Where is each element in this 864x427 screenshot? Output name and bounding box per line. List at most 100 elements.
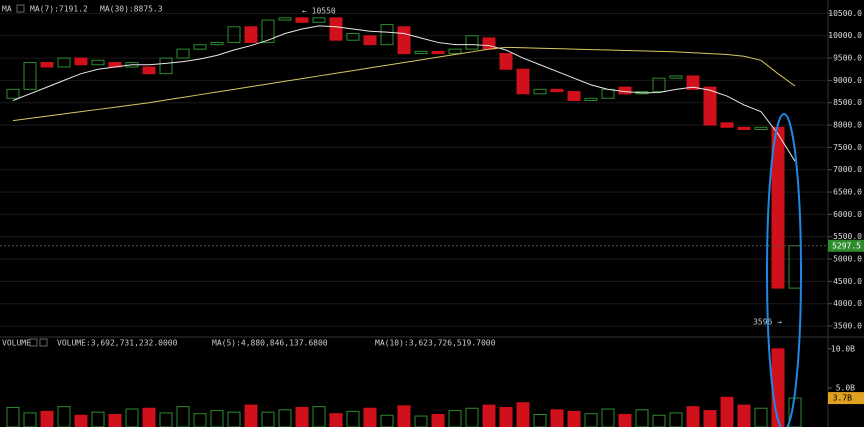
volume-bar (346, 410, 360, 427)
icon[interactable] (16, 4, 25, 13)
price-legend: MA MA(7):7191.2 MA(30):8875.3 (2, 4, 163, 14)
last-price-label: 5297.5 (832, 241, 861, 250)
candle (40, 62, 54, 68)
icon[interactable] (29, 338, 38, 347)
candle (295, 17, 309, 23)
candle (465, 35, 479, 50)
candle (346, 33, 360, 41)
volume-bar (618, 413, 632, 427)
candle (227, 26, 241, 43)
candle (567, 91, 581, 101)
candle (414, 50, 428, 55)
y-tick-label: 9000.0 (833, 76, 862, 85)
candle (397, 26, 411, 55)
volume-bar (363, 407, 377, 427)
candle (261, 19, 275, 43)
candle (550, 88, 564, 93)
icon[interactable] (39, 338, 48, 347)
candle (176, 48, 190, 59)
y-tick-label: 6000.0 (833, 210, 862, 219)
candle (516, 68, 530, 95)
volume-legend: VOLUME VOLUME:3,692,731,232.0000 MA(5):4… (2, 338, 496, 348)
volume-bar (720, 396, 734, 427)
y-tick-label: 7000.0 (833, 165, 862, 174)
y-tick-label: 7500.0 (833, 143, 862, 152)
volume-bar (482, 404, 496, 427)
volume-bar (431, 413, 445, 427)
volume-bar (771, 348, 785, 427)
candle (431, 50, 445, 55)
volume-bar (550, 409, 564, 427)
candle (720, 122, 734, 128)
y-tick-label: 10.0B (831, 344, 855, 353)
volume-bar (142, 407, 156, 427)
candle (278, 17, 292, 21)
volume-bar (380, 414, 394, 427)
volume-bar (210, 410, 224, 427)
ma-line (12, 25, 796, 162)
candle (142, 66, 156, 75)
candle (244, 26, 258, 43)
candle (703, 86, 717, 126)
volume-bar (312, 406, 326, 427)
candle (448, 48, 462, 55)
candle (193, 44, 207, 50)
candle (363, 35, 377, 46)
legend-text: MA(5):4,880,846,137.6800 (212, 339, 328, 348)
volume-bar (601, 408, 615, 427)
volume-bar (329, 413, 343, 427)
volume-bar (244, 404, 258, 427)
candle (482, 37, 496, 50)
volume-bar (669, 412, 683, 427)
volume-bar (397, 405, 411, 427)
volume-bar (652, 414, 666, 427)
last-volume-label: 3.7B (833, 394, 852, 403)
candle (737, 126, 751, 131)
y-tick-label: 8000.0 (833, 121, 862, 130)
candle (159, 57, 173, 75)
y-tick-label: 10000.0 (828, 31, 862, 40)
y-tick-label: 3500.0 (833, 322, 862, 331)
legend-text: MA(10):3,623,726,519.7000 (375, 339, 496, 348)
candle (57, 57, 71, 68)
volume-bar (295, 406, 309, 427)
last-price-tag (828, 239, 864, 252)
volume-bar (159, 412, 173, 427)
volume-bar (567, 410, 581, 427)
candle (584, 97, 598, 102)
y-tick-label: 6500.0 (833, 188, 862, 197)
y-tick-label: 4500.0 (833, 277, 862, 286)
candle (652, 77, 666, 93)
legend-text: VOLUME (2, 339, 31, 348)
volume-bar (57, 406, 71, 427)
legend-text: MA(7):7191.2 (30, 5, 88, 14)
last-volume-tag (828, 392, 864, 405)
volume-bar (686, 406, 700, 427)
candle (210, 41, 224, 46)
candle (380, 24, 394, 46)
ma-line (12, 46, 796, 122)
candle (329, 17, 343, 41)
candle (618, 86, 632, 95)
volume-bar (125, 408, 139, 427)
y-tick-label: 8500.0 (833, 98, 862, 107)
candle (91, 59, 105, 66)
y-tick-label: 5000.0 (833, 255, 862, 264)
candle (533, 88, 547, 95)
candle (499, 53, 513, 70)
highlight-ellipse (766, 113, 802, 427)
y-tick-label: 5.0B (836, 383, 855, 392)
candle (74, 57, 88, 66)
volume-bar (108, 413, 122, 427)
volume-bar (23, 412, 37, 427)
volume-bar (40, 410, 54, 427)
volume-bar (176, 406, 190, 427)
legend-text: MA(30):8875.3 (100, 5, 163, 14)
candle (6, 88, 20, 99)
annotation: ← 10550 (302, 7, 336, 16)
legend-text: MA (2, 5, 12, 14)
volume-bar (703, 410, 717, 427)
candle (23, 62, 37, 90)
